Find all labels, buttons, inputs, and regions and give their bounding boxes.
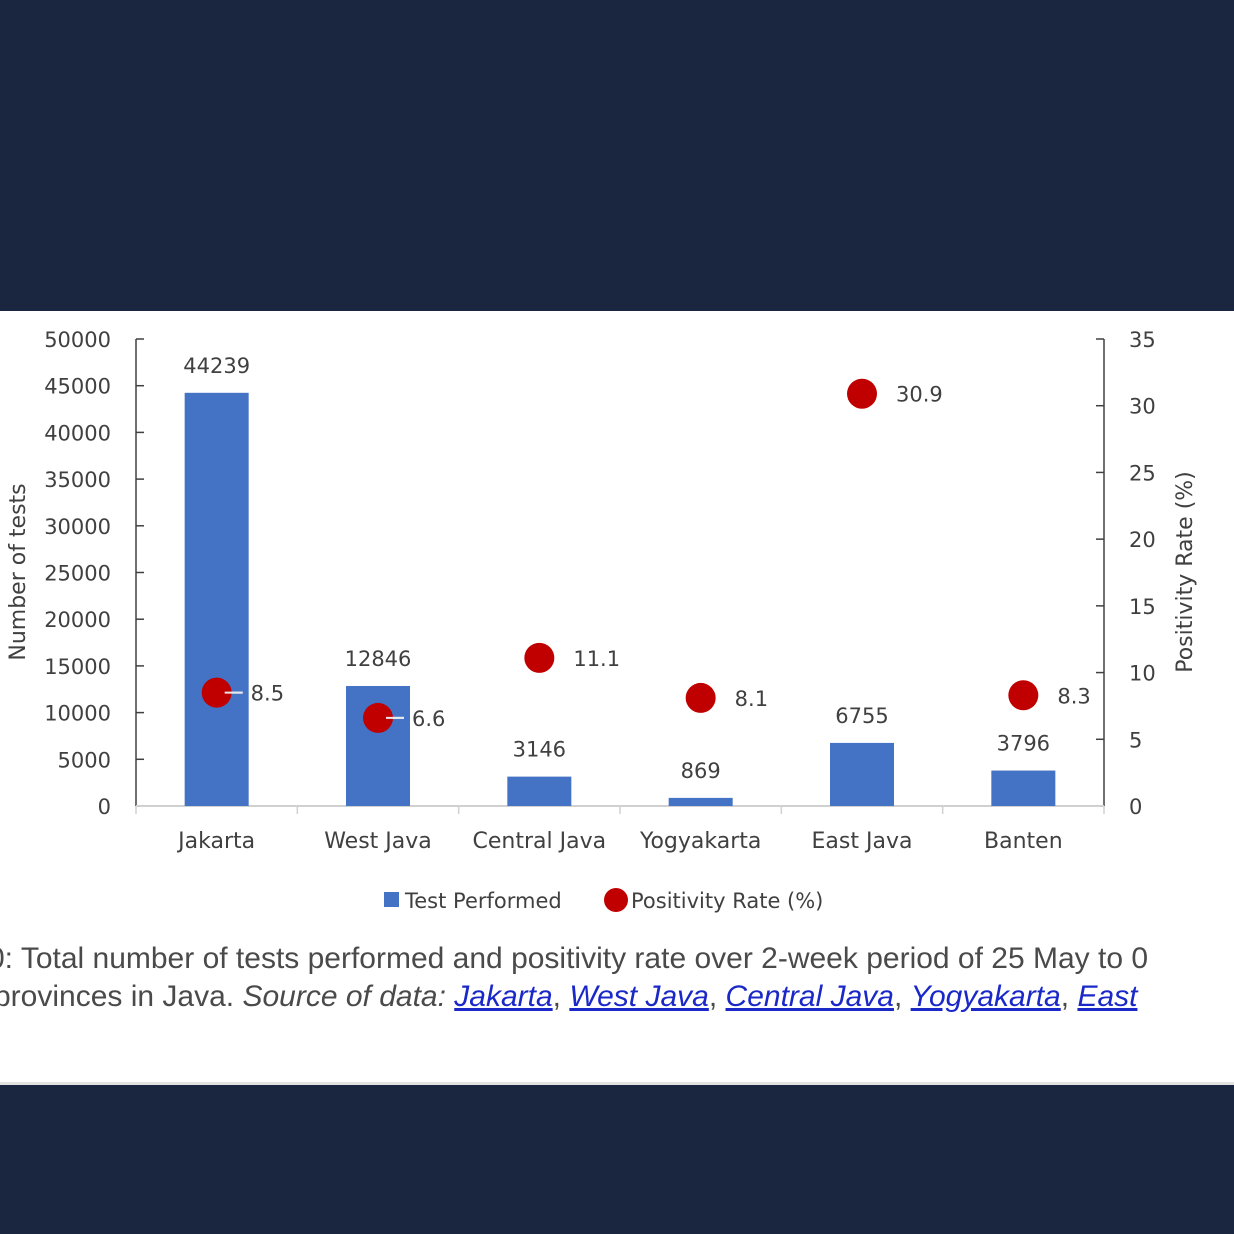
right-axis: 0 5 10 15 20 25 30 35	[1096, 328, 1156, 819]
y-axis-label: Number of tests	[6, 483, 31, 660]
right-tick-label: 0	[1129, 795, 1142, 819]
x-tick-label: East Java	[812, 829, 913, 854]
caption-line-2-prefix: provinces in Java.	[0, 980, 243, 1013]
left-tick-label: 35000	[44, 468, 111, 492]
bar-data-label: 869	[681, 759, 721, 783]
right-tick-label: 35	[1129, 328, 1156, 352]
scatter-point	[363, 702, 393, 733]
scatter-point	[685, 682, 716, 713]
left-axis: 0 5000 10000 15000 20000 25000 30000 35000 40000…	[44, 328, 144, 819]
separator: ,	[552, 980, 561, 1013]
scatter-point	[847, 378, 877, 409]
left-tick-label: 45000	[44, 375, 111, 399]
legend-swatch-bars	[384, 892, 399, 907]
caption-line-2: provinces in Java. Source of data: Jakar…	[0, 978, 1137, 1016]
separator: ,	[1060, 980, 1070, 1013]
scatter-point	[201, 677, 232, 708]
bar	[830, 742, 894, 806]
x-tick-label: Banten	[984, 829, 1063, 854]
point-data-label: 6.6	[412, 707, 445, 731]
right-tick-label: 20	[1129, 528, 1156, 552]
left-tick-label: 20000	[44, 608, 111, 632]
x-tick-label: Yogyakarta	[639, 829, 761, 854]
scatter-point	[1008, 680, 1039, 711]
legend-swatch-points	[604, 888, 628, 912]
bar-data-label: 6755	[835, 704, 888, 728]
left-tick-label: 5000	[58, 748, 111, 772]
source-link-yogyakarta[interactable]: Yogyakarta	[910, 980, 1061, 1013]
x-axis: Jakarta West Java Central Java Yogyakarta Ea…	[135, 805, 1105, 854]
bar	[184, 392, 249, 806]
left-tick-label: 40000	[44, 421, 111, 445]
left-tick-label: 0	[98, 795, 111, 819]
point-data-label: 8.1	[735, 687, 768, 711]
point-data-label: 8.5	[251, 682, 284, 706]
source-link-west-java[interactable]: West Java	[569, 980, 709, 1013]
point-data-label: 8.3	[1057, 684, 1090, 708]
panel-edge	[0, 1082, 1234, 1085]
point-data-label: 11.1	[573, 647, 620, 671]
right-tick-label: 5	[1129, 728, 1142, 752]
source-link-east-java[interactable]: East	[1077, 980, 1138, 1013]
bar	[507, 776, 572, 806]
right-tick-label: 25	[1129, 461, 1156, 485]
scatter-point	[524, 642, 555, 673]
caption-line-1: 0: Total number of tests performed and p…	[0, 942, 1149, 975]
point-data-label: 30.9	[896, 383, 943, 407]
separator: ,	[708, 980, 718, 1013]
legend: Test Performed Positivity Rate (%)	[384, 888, 823, 913]
combo-chart: 0 5000 10000 15000 20000 25000 30000 35000 40000…	[6, 328, 1198, 913]
x-tick-label: Central Java	[473, 829, 607, 854]
scatter-series: 8.5 6.6 11.1 8.1 30.9 8.3	[201, 378, 1091, 733]
right-tick-label: 15	[1129, 595, 1156, 619]
caption-source-label: Source of data:	[242, 980, 446, 1013]
y2-axis-label: Positivity Rate (%)	[1173, 471, 1198, 673]
x-tick-label: Jakarta	[176, 829, 255, 854]
bar-data-label: 3796	[997, 732, 1050, 756]
left-tick-label: 30000	[44, 515, 111, 539]
x-tick-label: West Java	[324, 829, 432, 854]
left-tick-label: 50000	[44, 328, 111, 352]
figure-panel: 0 5000 10000 15000 20000 25000 30000 35000 40000…	[0, 311, 1234, 1085]
source-link-jakarta[interactable]: Jakarta	[454, 980, 553, 1013]
bar-data-label: 3146	[513, 738, 566, 762]
left-tick-label: 10000	[44, 702, 111, 726]
left-tick-label: 25000	[44, 562, 111, 586]
bar-data-label: 44239	[183, 354, 250, 378]
left-tick-label: 15000	[44, 655, 111, 679]
right-tick-label: 30	[1129, 395, 1156, 419]
legend-label-points: Positivity Rate (%)	[631, 889, 823, 913]
right-tick-label: 10	[1129, 662, 1156, 686]
legend-label-bars: Test Performed	[404, 889, 562, 913]
source-link-central-java[interactable]: Central Java	[725, 980, 894, 1013]
bar-series: 44239 12846 3146 869 6755 3796	[183, 354, 1056, 806]
bar-data-label: 12846	[345, 647, 412, 671]
separator: ,	[893, 980, 903, 1013]
bar	[991, 770, 1056, 806]
bar	[668, 797, 733, 806]
